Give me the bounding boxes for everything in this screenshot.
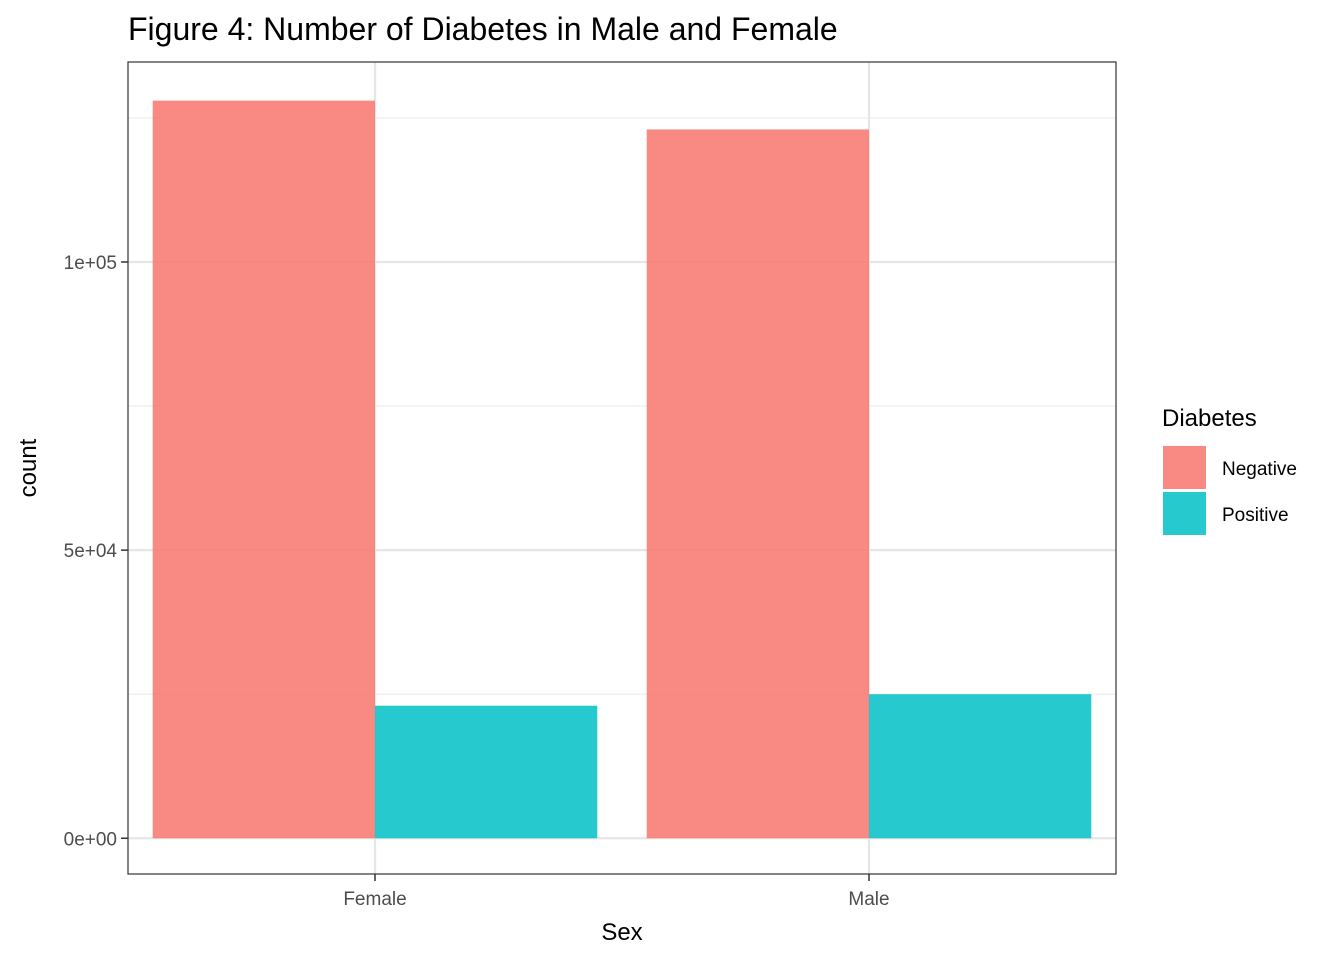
x-tick-label-male: Male: [848, 889, 889, 910]
bars: [152, 100, 1092, 839]
bar-female-positive: [375, 705, 598, 839]
bar-male-negative: [646, 129, 869, 839]
legend-key-negative: [1163, 446, 1206, 489]
bar-female-negative: [152, 100, 375, 839]
axes: 0e+00 5e+04 1e+05 Female Male: [64, 253, 890, 910]
chart-title: Figure 4: Number of Diabetes in Male and…: [128, 11, 838, 47]
bar-male-positive: [869, 694, 1092, 839]
legend-title: Diabetes: [1162, 405, 1257, 432]
y-axis-title: count: [15, 438, 42, 497]
x-tick-label-female: Female: [343, 889, 406, 910]
y-tick-label: 1e+05: [64, 253, 117, 274]
legend: Diabetes Negative Positive: [1162, 405, 1297, 535]
y-tick-label: 5e+04: [64, 541, 118, 562]
x-axis-title: Sex: [601, 919, 642, 946]
legend-key-positive: [1163, 492, 1206, 535]
legend-label-positive: Positive: [1222, 505, 1289, 526]
legend-label-negative: Negative: [1222, 459, 1297, 480]
panel-border: [127, 61, 1117, 875]
y-tick-label: 0e+00: [64, 829, 117, 850]
